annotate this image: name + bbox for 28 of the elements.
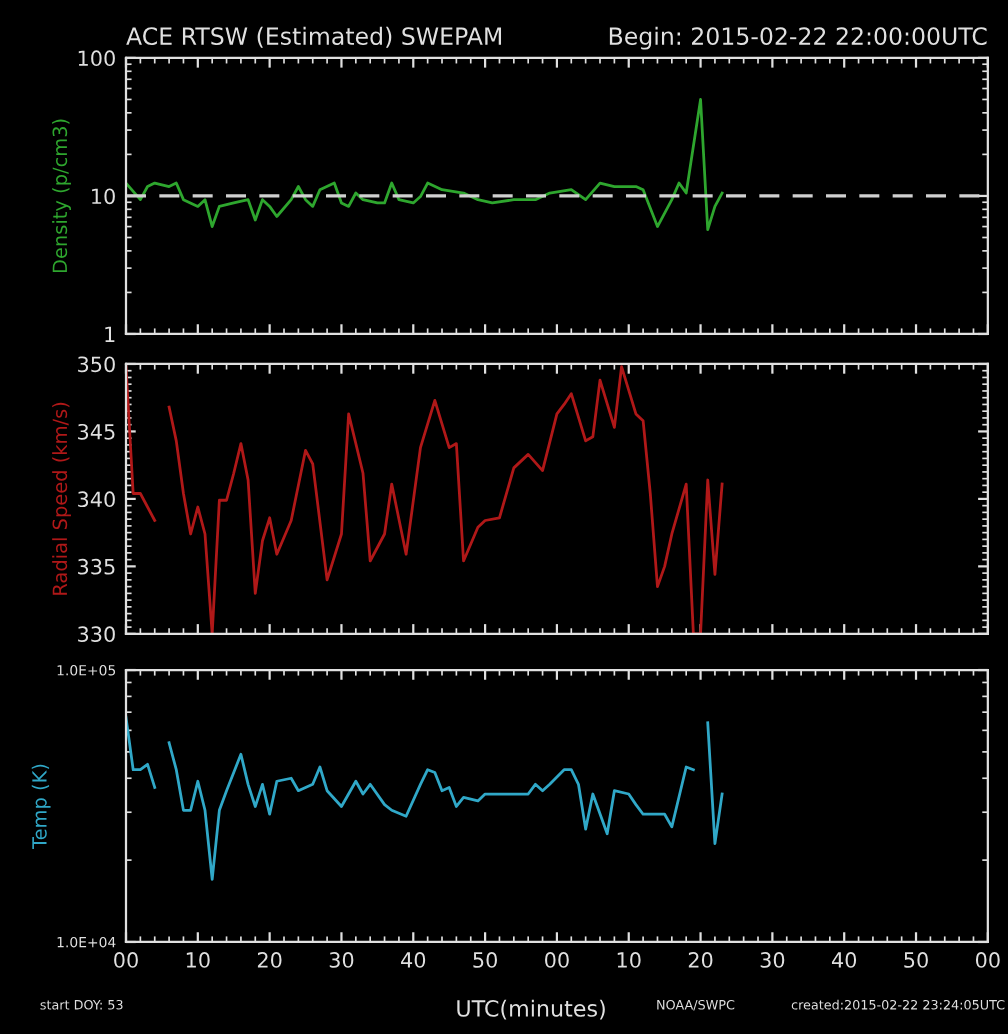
x-tick-label: 20 [688,952,713,968]
x-tick-label: 00 [114,952,138,968]
y-tick-label: 350 [78,356,115,373]
chart-title: ACE RTSW (Estimated) SWEPAM [126,26,502,48]
x-tick-label: 30 [760,952,785,968]
x-tick-label: 00 [975,952,1000,968]
y-axis-title: Temp (K) [31,764,51,850]
y-tick-label: 10 [92,188,115,205]
y-axis-title: Radial Speed (km/s) [52,402,71,595]
x-tick-label: 10 [617,952,641,968]
y-tick-label: 340 [78,491,115,508]
x-tick-label: 00 [545,952,569,968]
x-tick-label: 20 [257,952,282,968]
chart-subtitle: Begin: 2015-02-22 22:00:00UTC [609,26,987,50]
y-axis-title: Density (p/cm3) [52,119,71,273]
x-tick-label: 40 [831,952,857,968]
y-tick-label: 1 [105,326,115,342]
x-axis-title: UTC(minutes) [457,999,605,1020]
y-tick-label: 100 [78,50,115,67]
x-tick-label: 30 [329,952,354,968]
x-tick-label: 50 [473,952,497,968]
x-tick-label: 40 [401,952,426,968]
x-tick-label: 10 [186,952,210,968]
y-tick-label: 330 [78,626,115,643]
y-tick-label: 335 [78,558,115,575]
x-tick-label: 50 [904,952,928,968]
line-series [126,98,724,232]
y-tick-label: 345 [78,423,115,440]
